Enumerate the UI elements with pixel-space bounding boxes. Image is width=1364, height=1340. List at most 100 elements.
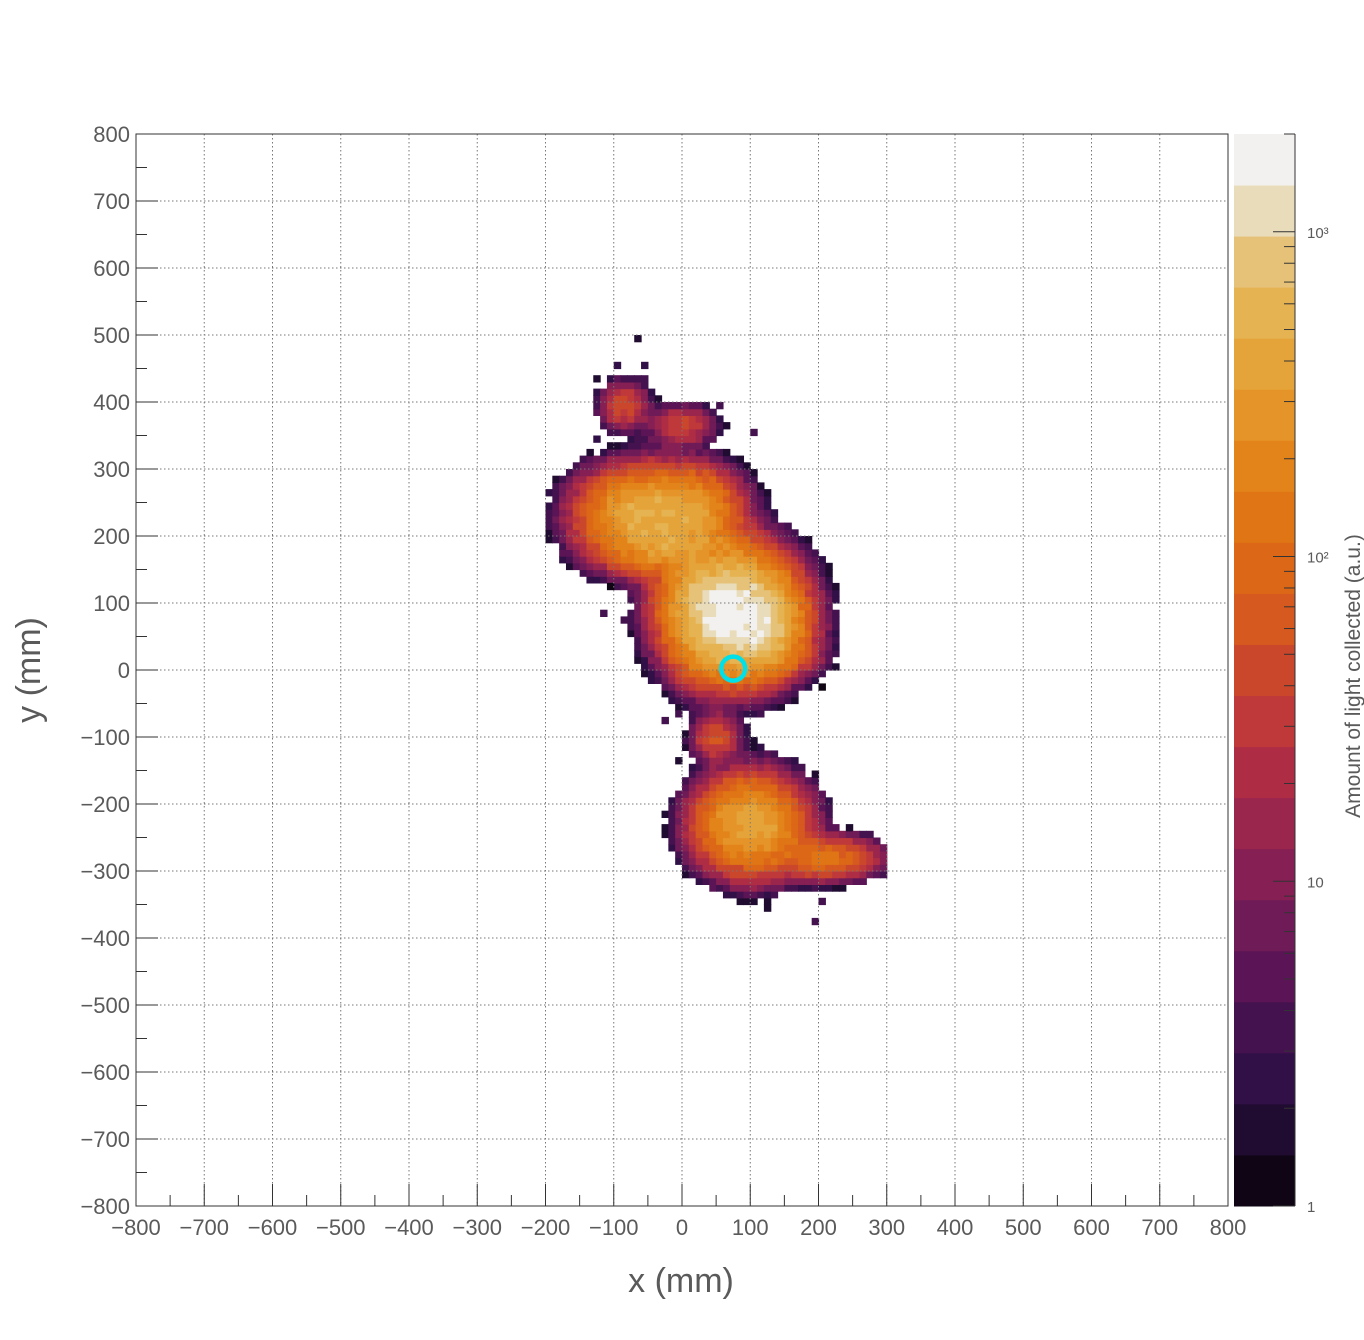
heatmap-bin [634,656,642,664]
heatmap-bin [818,683,826,691]
heatmap-bin [722,837,731,845]
heatmap-bin [818,649,826,658]
heatmap-bin [838,844,847,852]
heatmap-bin [641,616,649,624]
colorbar-segment [1234,644,1295,697]
heatmap-bin [763,522,772,530]
heatmap-bin [825,582,833,591]
heatmap-bin [750,797,758,805]
heatmap-bin [798,676,806,684]
heatmap-bin [784,636,792,644]
heatmap-bin [545,489,553,497]
heatmap-bin [818,804,826,812]
heatmap-bin [675,408,683,416]
heatmap-bin [593,556,601,564]
heatmap-bin [668,804,676,812]
heatmap-bin [722,716,731,725]
heatmap-bin [736,730,745,738]
heatmap-bin [620,395,628,403]
heatmap-bin [695,737,704,745]
heatmap-bin [682,797,690,805]
heatmap-bin [859,877,867,885]
heatmap-bin [627,589,635,597]
heatmap-bin [770,522,779,530]
heatmap-bin [818,864,826,872]
heatmap-bin [606,489,615,497]
heatmap-bin [634,609,642,617]
heatmap-bin [729,710,738,718]
heatmap-bin [668,596,676,604]
heatmap-bin [668,422,676,430]
heatmap-bin [750,690,758,698]
heatmap-bin [688,663,697,671]
heatmap-bin [695,871,704,879]
heatmap-bin [613,448,622,457]
heatmap-bin [634,375,642,383]
heatmap-bin [757,857,765,865]
heatmap-bin [593,469,601,477]
heatmap-bin [661,623,669,631]
heatmap-bin [873,871,881,879]
heatmap-bin [811,857,820,865]
heatmap-bin [675,569,683,577]
heatmap-bin [770,683,779,691]
heatmap-bin [647,395,656,403]
heatmap-bin [729,562,738,571]
heatmap-bin [811,810,820,818]
heatmap-bin [763,489,772,497]
heatmap-bin [565,489,574,497]
heatmap-bin [593,502,601,510]
heatmap-bin [552,482,560,490]
heatmap-bin [750,857,758,865]
heatmap-bin [675,515,683,524]
heatmap-bin [586,482,594,490]
heatmap-bin [647,562,656,571]
heatmap-bin [873,844,881,852]
heatmap-bin [757,616,765,624]
heatmap-bin [777,670,785,678]
heatmap-bin [818,663,826,671]
heatmap-bin [763,797,772,805]
heatmap-bin [729,489,738,497]
heatmap-bin [722,603,731,611]
heatmap-bin [729,797,738,805]
heatmap-bin [750,750,758,758]
heatmap-bin [572,469,581,477]
heatmap-bin [750,663,758,671]
heatmap-bin [661,522,669,530]
heatmap-bin [668,636,676,644]
heatmap-bin [695,676,704,684]
heatmap-bin [593,375,601,383]
heatmap-bin [702,757,710,765]
heatmap-bin [811,562,820,571]
heatmap-bin [825,623,833,631]
heatmap-bin [722,562,731,571]
heatmap-bin [613,576,622,584]
heatmap-bin [641,636,649,644]
heatmap-bin [709,515,717,524]
heatmap-bin [688,509,697,517]
heatmap-bin [675,562,683,571]
heatmap-bin [736,743,745,751]
heatmap-bin [852,871,861,879]
heatmap-bin [736,509,745,517]
heatmap-bin [572,529,581,537]
heatmap-bin [661,422,669,430]
heatmap-bin [682,536,690,544]
heatmap-bin [736,495,745,504]
heatmap-bin [743,710,751,718]
heatmap-bin [641,656,649,664]
heatmap-bin [600,402,608,410]
heatmap-bin [743,730,751,738]
heatmap-bin [668,656,676,664]
heatmap-bin [750,743,758,751]
heatmap-bin [750,830,758,839]
heatmap-bin [641,395,649,403]
heatmap-bin [763,515,772,524]
heatmap-bin [654,589,663,597]
heatmap-bin [579,549,588,557]
heatmap-bin [675,790,683,798]
heatmap-bin [682,415,690,423]
heatmap-bin [784,616,792,624]
heatmap-bin [634,381,642,390]
